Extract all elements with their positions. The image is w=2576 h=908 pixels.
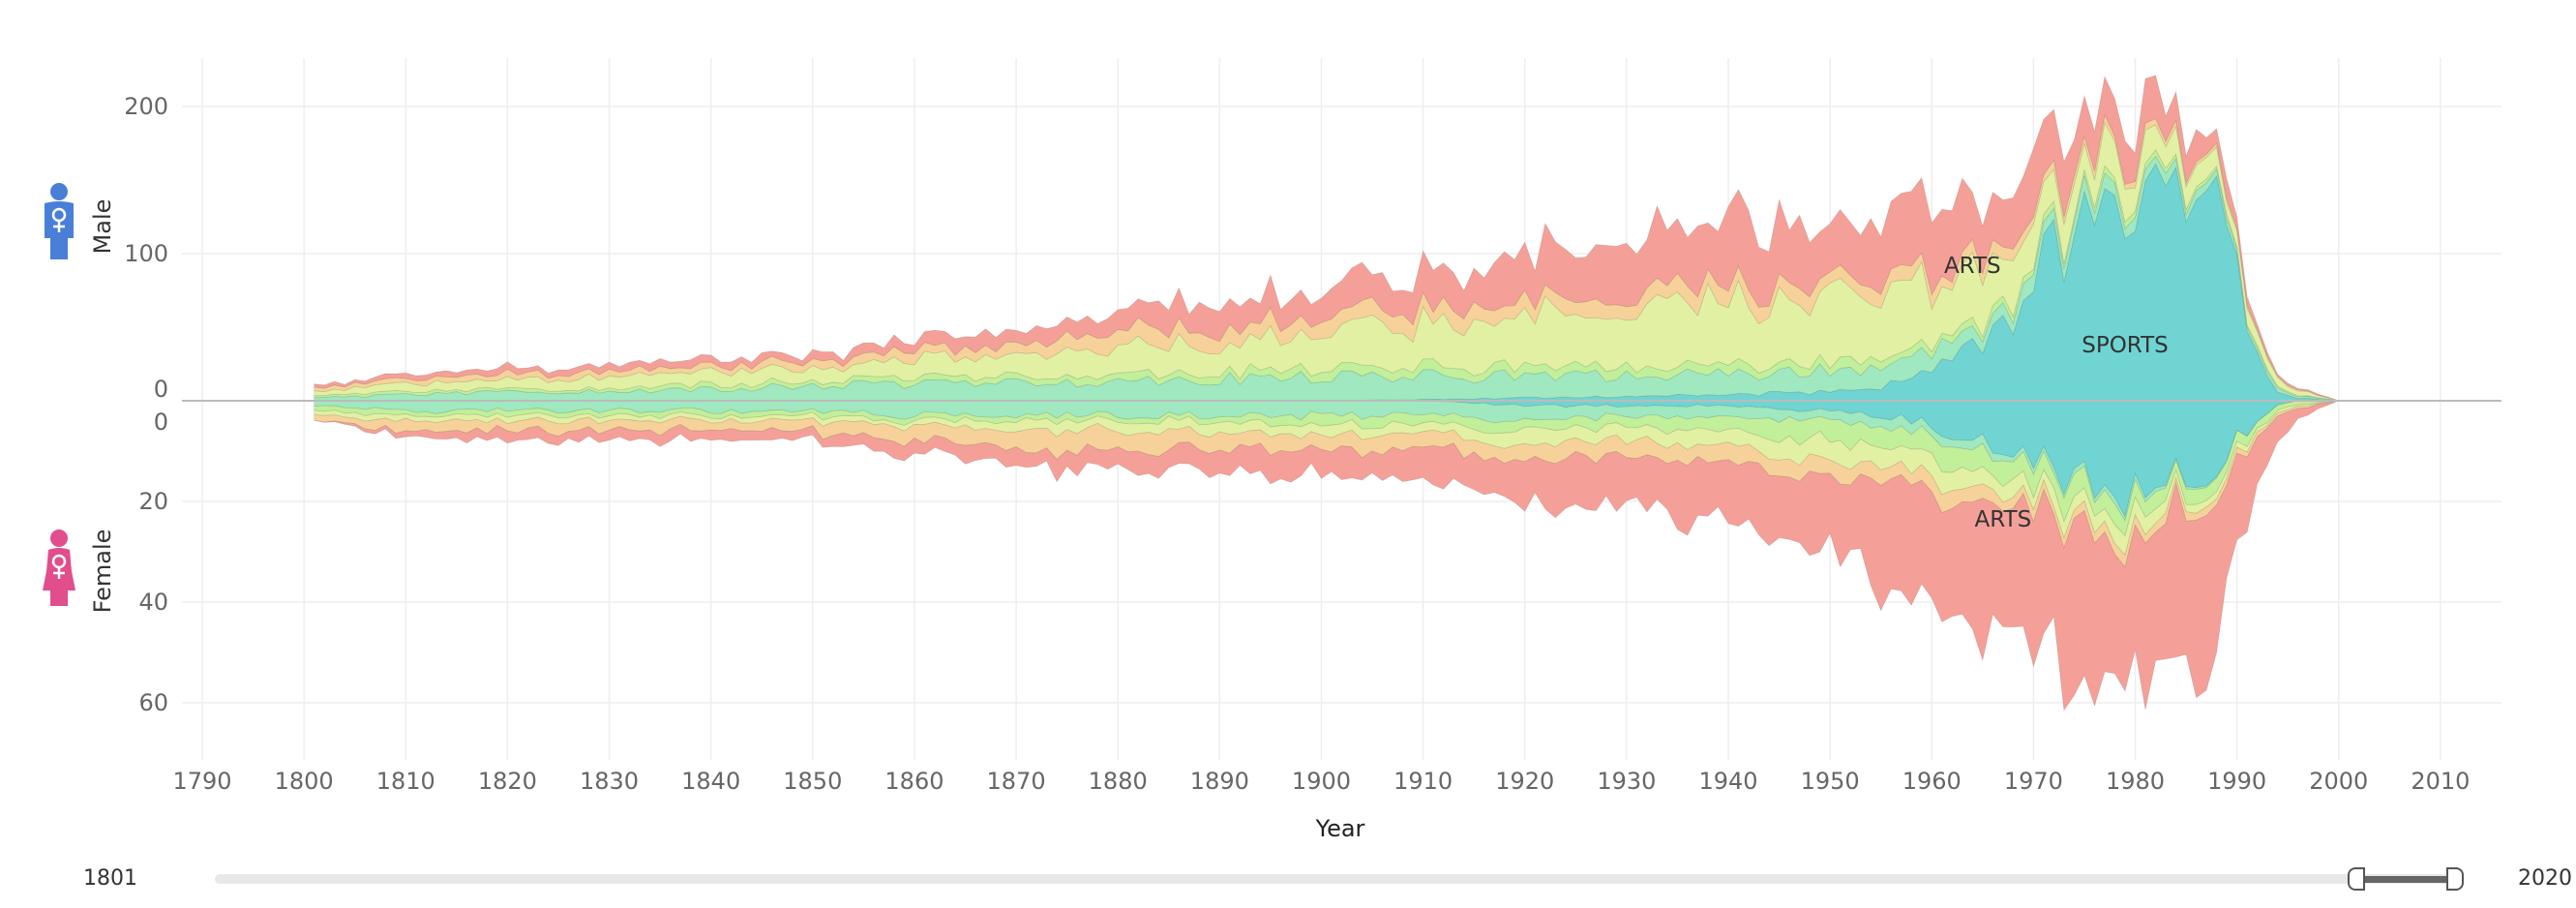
x-tick-label: 1820 — [478, 768, 537, 795]
annotation-label: ARTS — [1975, 507, 2032, 532]
chart-annotations: ARTS SPORTS ARTS — [1944, 254, 2169, 532]
x-tick-label: 1810 — [376, 768, 435, 795]
y-tick-label: 60 — [138, 689, 168, 716]
x-tick-label: 1860 — [884, 768, 944, 795]
range-slider-end-handle[interactable] — [2446, 867, 2464, 891]
y-tick-label: 20 — [138, 488, 168, 515]
x-tick-label: 1950 — [1801, 768, 1860, 795]
x-tick-label: 1800 — [275, 768, 334, 795]
x-tick-label: 2010 — [2411, 768, 2470, 795]
male-area-series-5 — [314, 75, 2339, 402]
range-slider-start-handle[interactable] — [2348, 867, 2365, 891]
male-series-areas — [314, 75, 2339, 402]
x-tick-label: 1910 — [1393, 768, 1453, 795]
y-tick-label: 200 — [124, 93, 168, 120]
y-tick-label: 100 — [124, 240, 168, 267]
x-axis-label: Year — [1315, 815, 1365, 842]
x-tick-label: 1830 — [580, 768, 639, 795]
y-tick-label: 0 — [154, 409, 168, 436]
range-min-label: 1801 — [83, 866, 137, 891]
range-slider-track[interactable] — [215, 874, 2460, 884]
x-tick-label: 1870 — [987, 768, 1046, 795]
x-tick-label: 1880 — [1089, 768, 1148, 795]
x-tick-label: 1940 — [1698, 768, 1757, 795]
annotation-label: SPORTS — [2082, 333, 2169, 358]
x-tick-label: 1920 — [1495, 768, 1554, 795]
x-tick-labels: 1790 1800 1810 1820 1830 1840 1850 1860 1870 1880… — [172, 768, 2470, 795]
x-tick-label: 1970 — [2004, 768, 2063, 795]
x-tick-label: 1930 — [1597, 768, 1656, 795]
annotation-label: ARTS — [1944, 254, 2001, 279]
female-axis-label: Female — [89, 529, 116, 614]
x-tick-label: 1900 — [1292, 768, 1351, 795]
x-tick-label: 2000 — [2309, 768, 2368, 795]
x-tick-label: 1960 — [1902, 768, 1962, 795]
y-tick-labels: 0 100 200 0 20 40 60 — [124, 93, 168, 716]
range-slider-selection — [2357, 876, 2456, 883]
range-max-label: 2020 — [2518, 866, 2572, 891]
x-tick-label: 1890 — [1190, 768, 1249, 795]
male-axis-label: Male — [89, 198, 116, 255]
y-tick-label: 40 — [138, 589, 168, 616]
x-tick-label: 1990 — [2207, 768, 2266, 795]
x-tick-label: 1850 — [783, 768, 842, 795]
x-tick-label: 1840 — [681, 768, 740, 795]
x-tick-label: 1790 — [172, 768, 231, 795]
male-person-icon — [39, 182, 79, 265]
female-series-areas — [314, 400, 2339, 711]
female-person-icon — [39, 529, 79, 612]
x-tick-label: 1980 — [2106, 768, 2165, 795]
y-tick-label: 0 — [154, 376, 168, 403]
